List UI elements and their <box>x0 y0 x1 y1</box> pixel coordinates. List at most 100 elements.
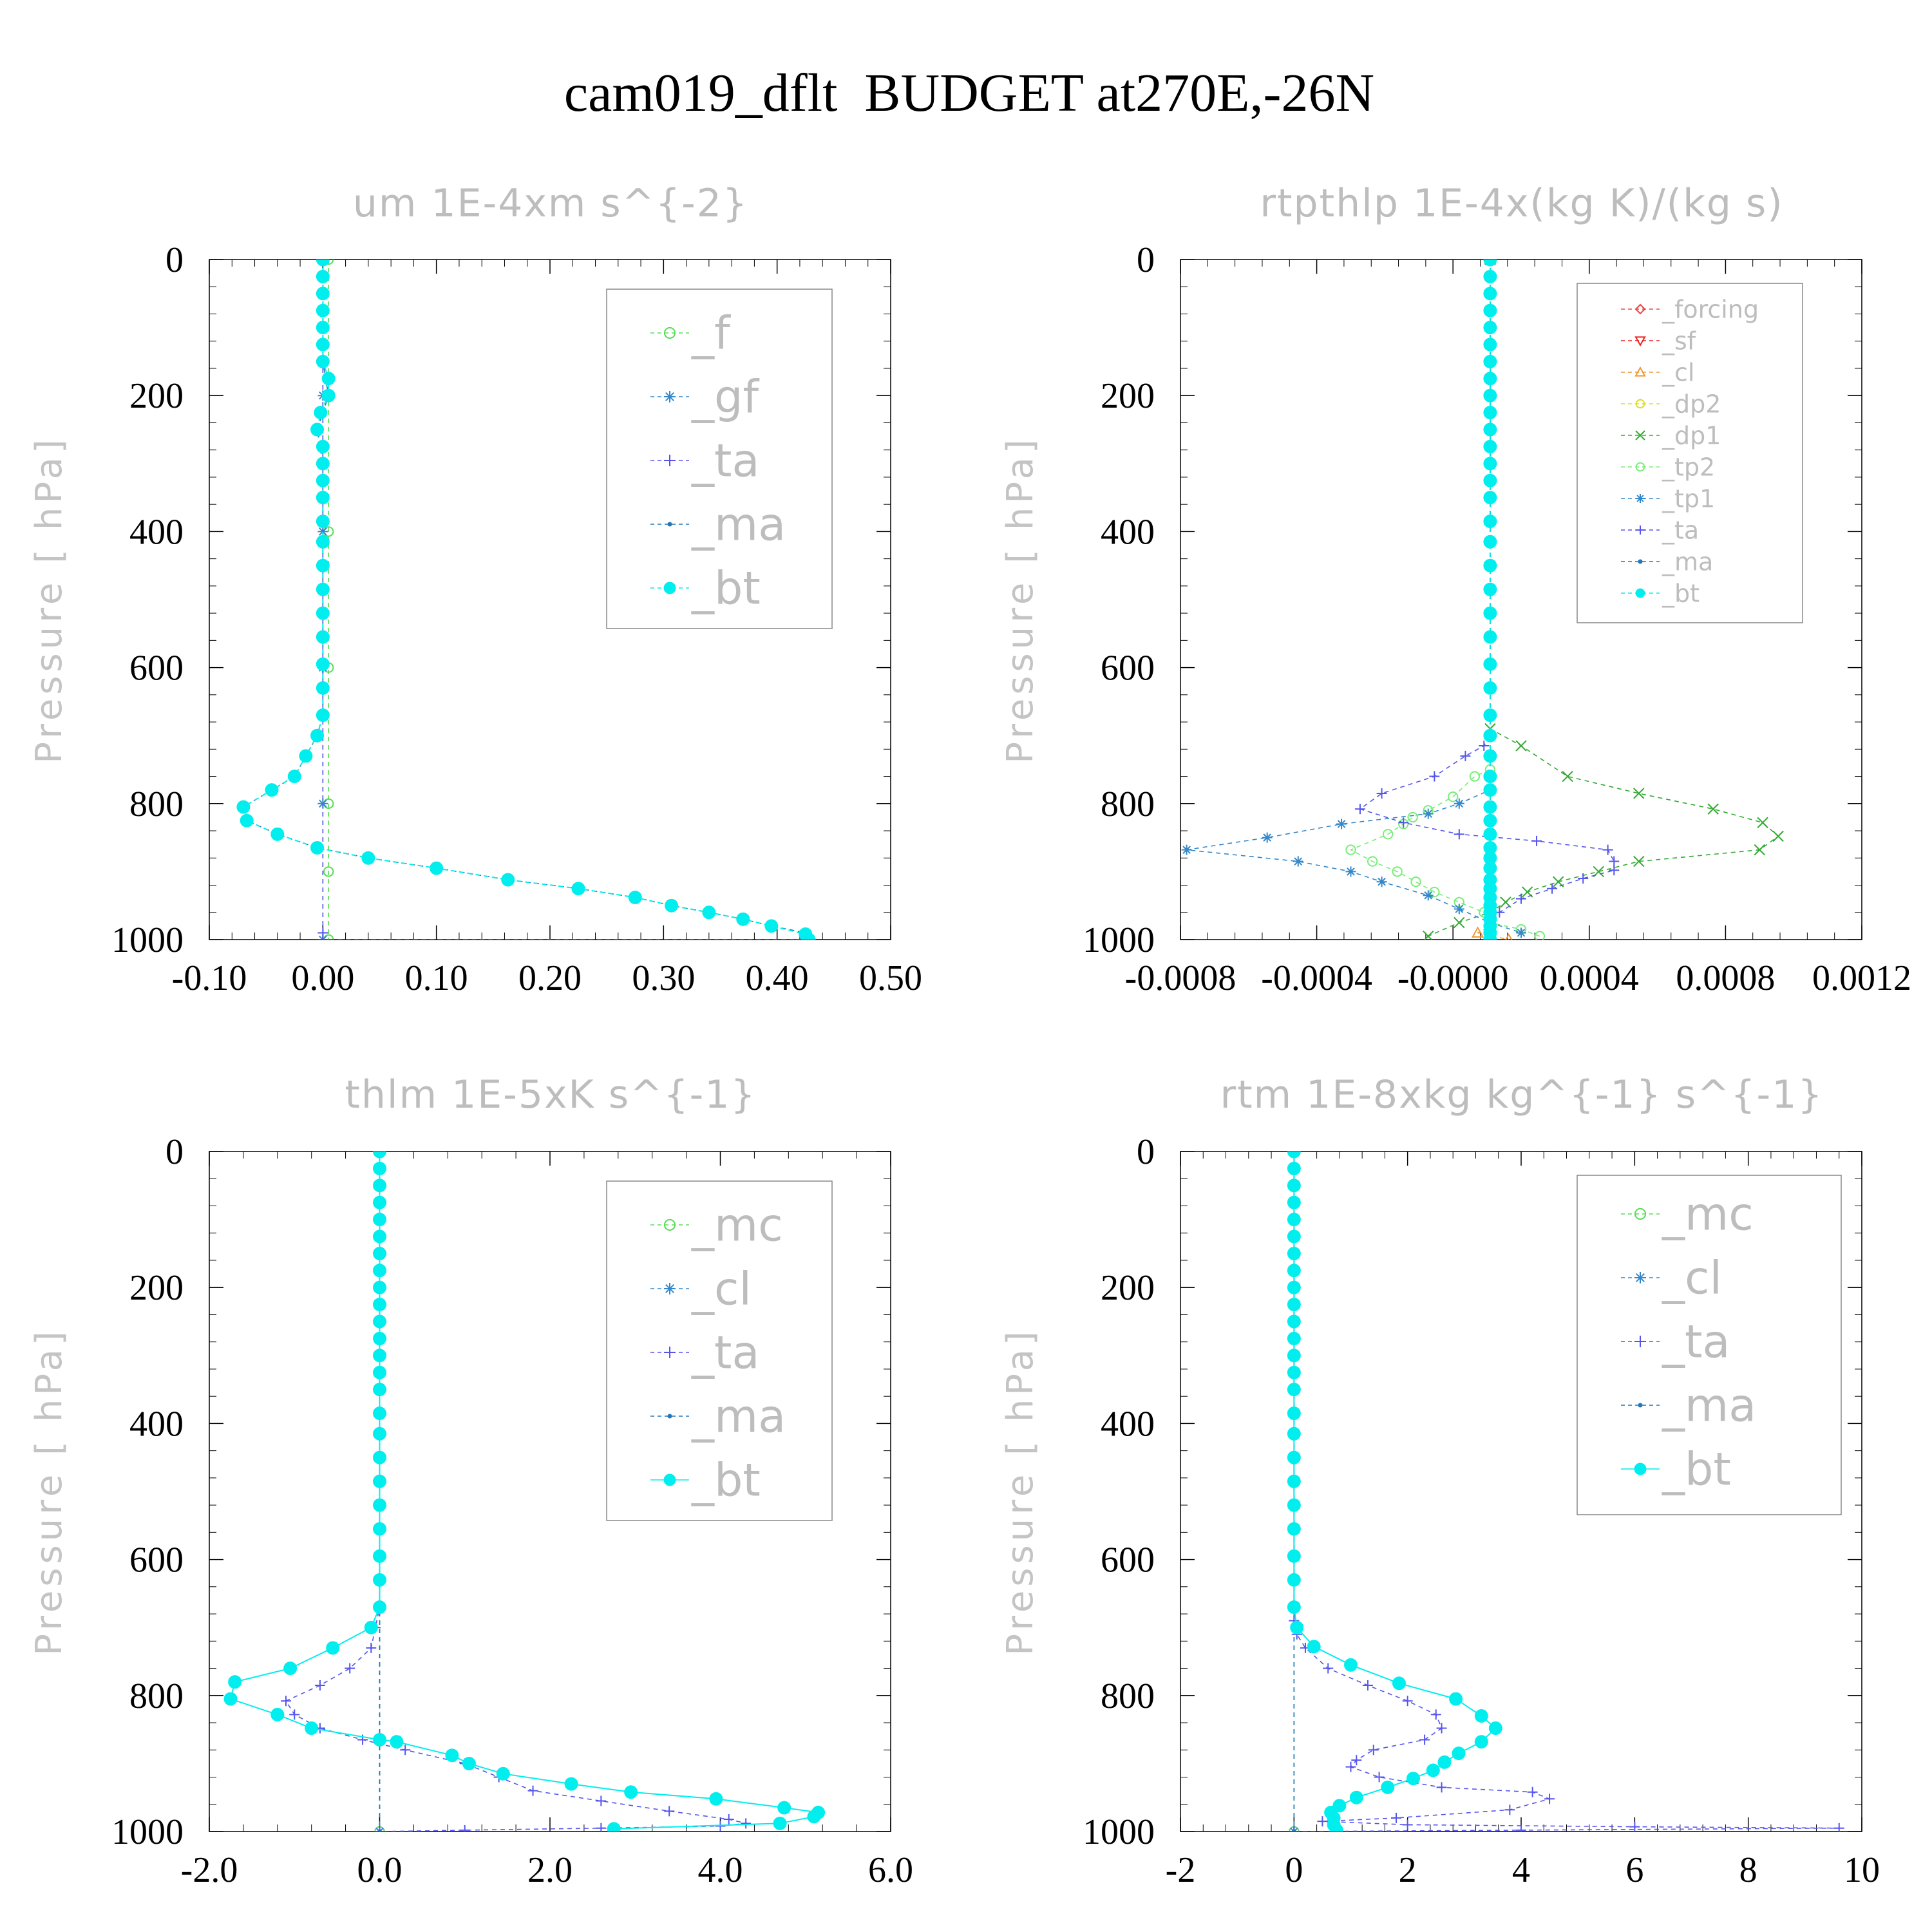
data-point-bt <box>223 1692 238 1706</box>
data-point-bt <box>1483 260 1497 267</box>
data-point-tp1 <box>1454 798 1464 809</box>
data-point-ta <box>374 1826 385 1832</box>
x-tick-label: 0.20 <box>518 958 582 998</box>
data-point-ta <box>1345 1761 1356 1772</box>
data-point-bt <box>373 1264 386 1278</box>
data-point-bt <box>373 1195 386 1209</box>
data-point-bt <box>1483 770 1497 784</box>
y-tick-label: 400 <box>129 1404 184 1444</box>
data-point-bt <box>373 1314 386 1329</box>
data-point-ta <box>596 1795 607 1806</box>
y-tick-label: 0 <box>1137 240 1155 280</box>
legend-marker-bt <box>1634 1463 1647 1475</box>
data-point-ta <box>1547 883 1558 894</box>
data-point-bt <box>310 728 325 743</box>
data-point-bt <box>1483 388 1497 402</box>
data-point-gf <box>317 798 328 809</box>
data-point-ta <box>1402 1819 1413 1830</box>
data-point-ta <box>366 1642 377 1653</box>
data-point-bt <box>390 1735 404 1749</box>
data-point-bt <box>1287 1383 1301 1397</box>
legend-label-bt: _bt <box>1662 1443 1731 1496</box>
y-tick-label: 200 <box>1101 376 1155 416</box>
data-point-tp1 <box>1345 866 1356 877</box>
data-point-ta <box>1629 1821 1640 1832</box>
data-point-bt <box>316 606 330 620</box>
x-tick-label: 0.10 <box>405 958 468 998</box>
data-point-bt <box>1483 558 1497 573</box>
data-point-ta <box>1544 1794 1555 1804</box>
data-point-dp1 <box>1454 916 1465 929</box>
data-point-bt <box>287 770 301 784</box>
data-point-bt <box>1287 1349 1301 1363</box>
data-point-bt <box>316 558 330 573</box>
legend-label-tp1: _tp1 <box>1662 484 1715 513</box>
data-point-dp1 <box>1633 788 1645 799</box>
data-point-bt <box>1483 491 1497 505</box>
legend-marker-ta <box>664 455 676 466</box>
x-tick-label: 0.0008 <box>1676 958 1775 998</box>
data-point-bt <box>316 337 330 352</box>
y-tick-label: 1000 <box>111 1812 184 1852</box>
data-point-ta <box>1436 1723 1447 1734</box>
legend-label-bt: _bt <box>691 562 761 615</box>
data-point-f <box>323 260 334 265</box>
y-tick-label: 1000 <box>111 920 184 960</box>
x-tick-label: -2 <box>1166 1850 1196 1890</box>
data-point-bt <box>1392 1676 1406 1690</box>
data-point-bt <box>316 681 330 695</box>
legend-label-mc: _mc <box>691 1199 783 1252</box>
data-point-ta <box>1479 741 1490 752</box>
data-point-bt <box>1287 1426 1301 1441</box>
legend-marker-dp2 <box>1635 399 1645 409</box>
legend-marker-tp1 <box>1636 494 1645 503</box>
data-point-bt <box>373 1426 386 1441</box>
data-point-bt <box>1452 1747 1466 1761</box>
data-point-bt <box>326 1641 340 1655</box>
x-tick-label: 4 <box>1512 1850 1530 1890</box>
y-tick-label: 1000 <box>1083 1812 1155 1852</box>
data-point-bt <box>1307 1640 1321 1654</box>
data-point-bt <box>571 882 585 896</box>
x-tick-label: -2.0 <box>181 1850 238 1890</box>
panel-title: rtpthlp 1E-4x(kg K)/(kg s) <box>1260 181 1783 226</box>
legend-box <box>606 1180 833 1521</box>
data-point-bt <box>373 1229 386 1244</box>
data-point-bt <box>1483 473 1497 488</box>
legend: _f _gf _ta _ma _bt <box>606 289 833 629</box>
data-point-bt <box>240 813 254 828</box>
data-point-bt <box>1287 1498 1301 1512</box>
data-point-bt <box>373 1498 386 1512</box>
y-tick-label: 800 <box>1101 1676 1155 1716</box>
data-point-bt <box>316 269 330 283</box>
data-point-bt <box>1287 1280 1301 1294</box>
legend-label-ta: _ta <box>1662 516 1699 544</box>
data-point-ta <box>281 1696 292 1707</box>
data-point-bt <box>1287 1179 1301 1193</box>
legend-label-gf: _gf <box>691 371 759 424</box>
data-point-bt <box>1287 1298 1301 1312</box>
data-point-bt <box>316 515 330 529</box>
data-point-bt <box>265 783 279 797</box>
data-point-bt <box>1483 439 1497 453</box>
data-point-tp1 <box>1336 819 1347 829</box>
data-point-bt <box>702 905 716 920</box>
data-point-bt <box>299 749 313 763</box>
data-point-ta <box>1362 1680 1373 1690</box>
y-tick-label: 800 <box>1101 784 1155 824</box>
y-tick-label: 400 <box>129 512 184 552</box>
data-point-bt <box>373 1161 386 1175</box>
legend-label-dp1: _dp1 <box>1662 421 1721 450</box>
data-point-ta <box>1516 893 1526 904</box>
data-point-bt <box>1426 1763 1440 1777</box>
data-point-bt <box>373 1298 386 1312</box>
legend-box <box>606 289 833 629</box>
x-tick-label: -0.10 <box>172 958 247 998</box>
chart-panel-3: thlm 1E-5xK s^{-1} Pressure [ hPa] -2.0 0.0… <box>28 1072 913 1890</box>
data-point-bt <box>316 457 330 471</box>
data-point-bt <box>1483 582 1497 596</box>
data-point-dp1 <box>1423 931 1434 940</box>
data-point-tp2 <box>1392 866 1403 877</box>
data-point-bt <box>773 1816 787 1830</box>
